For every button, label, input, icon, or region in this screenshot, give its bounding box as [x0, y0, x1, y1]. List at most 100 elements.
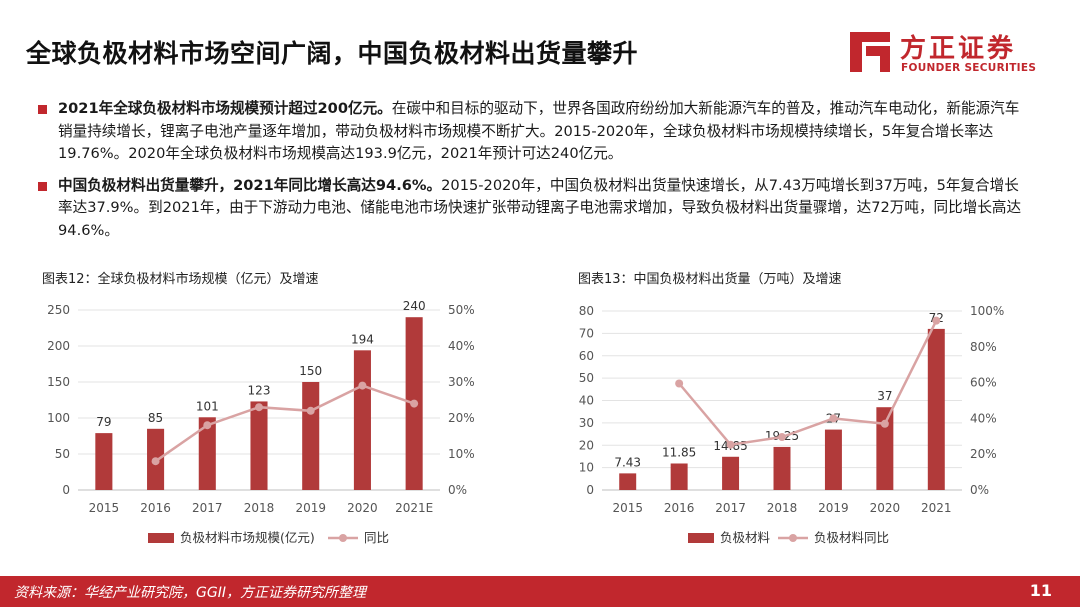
line-point	[358, 381, 367, 390]
right-tick-label: 50%	[448, 303, 475, 317]
bullet-text: 在碳中和目标的驱动下，世界各国政府纷纷加大新能源汽车的普及，推动汽车电动化，新能…	[58, 100, 1020, 162]
legend-bar-label: 负极材料	[720, 530, 771, 545]
bullet-list: 2021年全球负极材料市场规模预计超过200亿元。在碳中和目标的驱动下，世界各国…	[36, 98, 1030, 251]
line-point	[675, 379, 684, 388]
x-tick-label: 2018	[244, 501, 275, 515]
right-tick-label: 30%	[448, 375, 475, 389]
line-point	[151, 457, 160, 466]
bar	[927, 328, 945, 490]
bar	[773, 446, 791, 490]
x-tick-label: 2016	[140, 501, 171, 515]
chart-13-svg: 0 10 20 30 40 50 60 70 80 0% 20% 40% 60% 80% 100% 7.43 1…	[579, 304, 1005, 545]
right-tick-label: 0%	[970, 483, 989, 497]
x-tick-label: 2020	[347, 501, 378, 515]
right-tick-label: 40%	[448, 339, 475, 353]
founder-logo: 方正证券 FOUNDER SECURITIES	[848, 28, 1038, 78]
right-tick-label: 20%	[448, 411, 475, 425]
legend-line-marker	[789, 534, 797, 542]
right-tick-label: 0%	[448, 483, 467, 497]
right-tick-label: 100%	[970, 304, 1004, 318]
left-tick-label: 250	[47, 303, 70, 317]
bar-data-label: 240	[403, 299, 426, 313]
legend-bar-swatch	[148, 533, 174, 543]
bar	[876, 407, 894, 490]
left-tick-label: 200	[47, 339, 70, 353]
right-tick-label: 10%	[448, 447, 475, 461]
bar-data-label: 37	[877, 389, 892, 403]
x-tick-label: 2015	[612, 501, 643, 515]
bar	[619, 473, 637, 490]
line-point	[778, 433, 786, 442]
bar-data-label: 11.85	[662, 445, 696, 459]
bullet-item: 2021年全球负极材料市场规模预计超过200亿元。在碳中和目标的驱动下，世界各国…	[36, 98, 1030, 166]
source-note: 资料来源：华经产业研究院，GGII，方正证券研究所整理	[14, 585, 366, 601]
bullet-square-icon	[38, 181, 47, 191]
left-tick-label: 20	[579, 438, 594, 452]
chart-12: 0 50 100 150 200 250 0% 10% 20% 30% 40% 50% 79 85 101 1…	[30, 290, 510, 555]
left-tick-label: 50	[579, 371, 594, 385]
chart-12-caption: 图表12：全球负极材料市场规模（亿元）及增速	[42, 272, 319, 287]
line-point	[880, 419, 889, 428]
chart-13-caption: 图表13：中国负极材料出货量（万吨）及增速	[578, 272, 842, 287]
logo-name-cn: 方正证券	[900, 34, 1017, 64]
bar-data-label: 101	[196, 399, 219, 413]
x-tick-label: 2015	[89, 501, 120, 515]
x-tick-label: 2021E	[395, 501, 433, 515]
bar	[95, 433, 113, 490]
x-tick-label: 2017	[192, 501, 223, 515]
x-tick-label: 2016	[664, 501, 695, 515]
growth-line	[678, 320, 938, 447]
chart-13: 0 10 20 30 40 50 60 70 80 0% 20% 40% 60% 80% 100% 7.43 1…	[560, 290, 1060, 555]
right-tick-label: 40%	[970, 411, 997, 425]
left-tick-label: 70	[579, 326, 594, 340]
page-number: 11	[1029, 581, 1052, 600]
x-tick-label: 2019	[295, 501, 326, 515]
line-point	[726, 440, 735, 449]
bar	[198, 417, 216, 490]
line-point	[255, 403, 263, 412]
left-tick-label: 0	[62, 483, 70, 497]
bar	[670, 463, 688, 490]
growth-line	[154, 384, 415, 463]
bar-data-label: 150	[299, 364, 322, 378]
x-tick-label: 2018	[767, 501, 798, 515]
bar	[353, 350, 371, 490]
left-tick-label: 30	[579, 416, 594, 430]
bar-data-label: 194	[351, 332, 374, 346]
legend-bar-label: 负极材料市场规模(亿元)	[180, 530, 315, 545]
left-tick-label: 0	[586, 483, 594, 497]
founder-logo-icon	[850, 32, 890, 72]
left-tick-label: 60	[579, 349, 594, 363]
left-tick-label: 50	[55, 447, 70, 461]
x-tick-label: 2019	[818, 501, 849, 515]
logo-name-en: FOUNDER SECURITIES	[901, 62, 1037, 74]
bar	[824, 429, 842, 490]
legend-line-label: 同比	[364, 530, 389, 545]
x-tick-label: 2017	[715, 501, 746, 515]
left-tick-label: 80	[579, 304, 594, 318]
slide-title: 全球负极材料市场空间广阔，中国负极材料出货量攀升	[26, 39, 639, 68]
x-tick-label: 2020	[870, 501, 901, 515]
legend-line-marker	[339, 534, 347, 542]
bullet-heading: 2021年全球负极材料市场规模预计超过200亿元。	[58, 100, 392, 117]
right-tick-label: 60%	[970, 376, 997, 390]
x-tick-label: 2021	[921, 501, 952, 515]
legend-bar-swatch	[688, 533, 714, 543]
line-point	[829, 414, 838, 423]
left-tick-label: 40	[579, 394, 594, 408]
bar-data-label: 123	[248, 383, 271, 397]
bar	[250, 401, 268, 490]
footer-bar: 资料来源：华经产业研究院，GGII，方正证券研究所整理 11	[0, 576, 1080, 607]
legend-line-label: 负极材料同比	[814, 530, 889, 545]
line-point	[932, 316, 941, 325]
left-tick-label: 100	[47, 411, 70, 425]
chart-12-svg: 0 50 100 150 200 250 0% 10% 20% 30% 40% 50% 79 85 101 1…	[47, 299, 475, 545]
line-point	[306, 406, 315, 415]
bar	[302, 382, 320, 490]
left-tick-label: 150	[47, 375, 70, 389]
left-tick-label: 10	[579, 461, 594, 475]
bar-data-label: 79	[96, 415, 111, 429]
bullet-square-icon	[38, 105, 47, 114]
line-point	[410, 399, 419, 408]
bar-data-label: 85	[148, 411, 163, 425]
